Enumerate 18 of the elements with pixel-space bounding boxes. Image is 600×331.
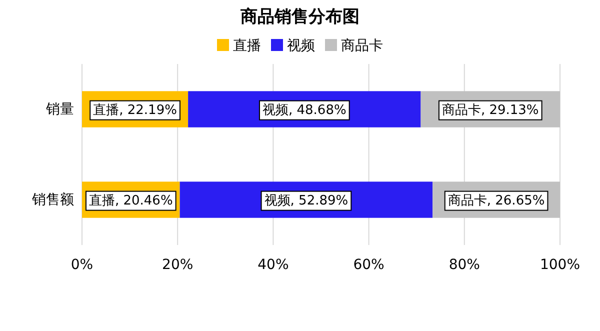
data-label: 直播, 20.46% bbox=[88, 193, 173, 208]
legend-label: 商品卡 bbox=[341, 38, 383, 54]
legend-label: 视频 bbox=[287, 38, 315, 54]
x-tick-label: 100% bbox=[540, 256, 580, 273]
data-label: 视频, 52.89% bbox=[264, 193, 348, 208]
data-label: 商品卡, 26.65% bbox=[448, 193, 545, 208]
x-tick-label: 20% bbox=[162, 256, 194, 273]
x-tick-label: 0% bbox=[70, 256, 94, 273]
data-label: 商品卡, 29.13% bbox=[442, 102, 539, 118]
legend-label: 直播 bbox=[233, 38, 261, 54]
x-tick-label: 80% bbox=[448, 256, 480, 273]
y-tick-label: 销量 bbox=[45, 102, 74, 118]
x-tick-label: 60% bbox=[353, 256, 384, 273]
chart-title: 商品销售分布图 bbox=[240, 7, 360, 27]
x-tick-label: 40% bbox=[258, 256, 289, 273]
data-label: 直播, 22.19% bbox=[93, 102, 177, 118]
data-label: 视频, 48.68% bbox=[262, 102, 346, 118]
y-tick-label: 销售额 bbox=[31, 192, 74, 208]
